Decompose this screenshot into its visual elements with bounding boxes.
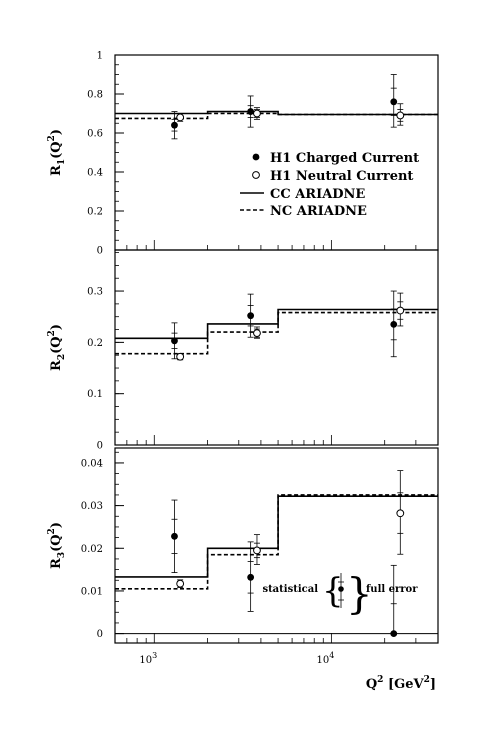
cc-data-point <box>247 312 255 320</box>
legend-cc-marker <box>252 153 260 161</box>
y-axis-title: R2(Q2) <box>47 324 67 371</box>
note-marker <box>338 586 344 592</box>
y-tick-label: 1 <box>97 51 103 62</box>
nc-data-point <box>396 509 405 518</box>
y-axis-title-sup: 2 <box>47 330 57 336</box>
nc-data-point <box>253 329 261 338</box>
x-axis-title-unit: [GeV <box>383 677 424 692</box>
y-tick-label: 0 <box>97 246 103 257</box>
cc-data-point <box>171 337 178 345</box>
y-tick-label: 0.02 <box>81 544 103 555</box>
nc-ariadne-line <box>115 112 438 120</box>
y-tick-label: 0.1 <box>87 389 103 400</box>
cc-data-point <box>247 573 255 581</box>
panel-frame <box>114 447 439 644</box>
y-axis-title-sub: 2 <box>57 354 67 360</box>
y-axis-title-close: ) <box>49 324 64 330</box>
cc-data-point <box>171 121 178 129</box>
y-tick-label: 0.2 <box>87 338 103 349</box>
x-axis-title-sup: 2 <box>377 675 383 685</box>
panel-3: 0 0.01 0.02 0.03 0.04 R3(Q2) statistical {}full… <box>47 447 439 644</box>
panel-frame <box>114 249 439 446</box>
y-tick-label: 0.4 <box>87 168 103 179</box>
y-tick-label: 0.04 <box>81 458 103 469</box>
nc-data-point <box>176 113 185 122</box>
y-axis-title-base: R <box>49 360 64 371</box>
nc-data-point <box>253 546 261 555</box>
y-axis-title-sup: 2 <box>47 135 57 141</box>
y-axis-title-base: R <box>49 558 64 569</box>
cc-data-point <box>171 532 178 540</box>
error-note: statistical {}full error <box>262 569 418 618</box>
y-axis-title: R3(Q2) <box>47 522 67 569</box>
y-axis-title: R1(Q2) <box>47 129 67 176</box>
legend-label: NC ARIADNE <box>270 204 367 219</box>
nc-data-point <box>396 111 405 120</box>
y-tick-label: 0.2 <box>87 207 103 218</box>
x-tick-exp: 4 <box>329 651 334 660</box>
y-axis-title-close: ) <box>49 522 64 528</box>
cc-data-point <box>390 98 398 106</box>
legend-label: H1 Charged Current <box>270 151 419 166</box>
note-brace-left: { <box>322 571 344 611</box>
x-tick-label: 103 <box>139 651 157 666</box>
nc-data-point <box>176 579 185 588</box>
y-axis-title-base: R <box>49 165 64 176</box>
nc-data-point <box>253 109 261 118</box>
y-axis-title-close: ) <box>49 129 64 135</box>
panel-2: 00.10.20.3R2(Q2) <box>47 249 439 452</box>
y-tick-label: 0 <box>97 629 103 640</box>
x-axis-title: Q2 [GeV2] <box>366 675 436 692</box>
nc-data-point <box>176 352 185 361</box>
cc-data-point <box>390 321 398 328</box>
cc-data-point <box>390 630 398 638</box>
legend: H1 Charged Current H1 Neutral Current CC A… <box>240 151 419 219</box>
x-tick-label: 104 <box>316 651 334 666</box>
x-axis-title-close: ] <box>430 677 436 692</box>
legend-label: CC ARIADNE <box>270 187 365 202</box>
note-full-error: full error <box>366 584 418 595</box>
cc-ariadne-line <box>115 495 438 578</box>
y-axis-title-arg: (Q <box>49 141 64 158</box>
legend-label: H1 Neutral Current <box>270 169 413 184</box>
y-tick-label: 0.6 <box>87 129 103 140</box>
y-axis-title-sup: 2 <box>47 528 57 534</box>
nc-ariadne-line <box>115 311 438 355</box>
y-tick-label: 0.03 <box>81 501 103 512</box>
cc-data-point <box>247 108 255 115</box>
nc-ariadne-line <box>115 494 438 590</box>
y-tick-label: 0.8 <box>87 90 103 101</box>
y-axis-title-arg: (Q <box>49 336 64 353</box>
y-axis-title-arg: (Q <box>49 534 64 551</box>
nc-data-point <box>396 306 405 315</box>
y-tick-label: 0.01 <box>81 586 103 597</box>
note-statistical: statistical <box>262 584 318 595</box>
cc-ariadne-line <box>115 308 438 340</box>
x-axis-title-unit-sup: 2 <box>424 675 430 685</box>
y-tick-label: 0 <box>97 441 103 452</box>
x-axis-title-base: Q <box>366 677 377 692</box>
note-brace-right: } <box>346 569 373 618</box>
x-tick-base: 10 <box>316 655 329 666</box>
y-axis-title-sub: 1 <box>57 159 67 165</box>
y-axis-title-sub: 3 <box>57 552 67 558</box>
y-tick-label: 0.3 <box>87 287 103 298</box>
x-tick-exp: 3 <box>152 651 157 660</box>
x-tick-base: 10 <box>139 655 152 666</box>
legend-nc-marker <box>252 171 260 179</box>
